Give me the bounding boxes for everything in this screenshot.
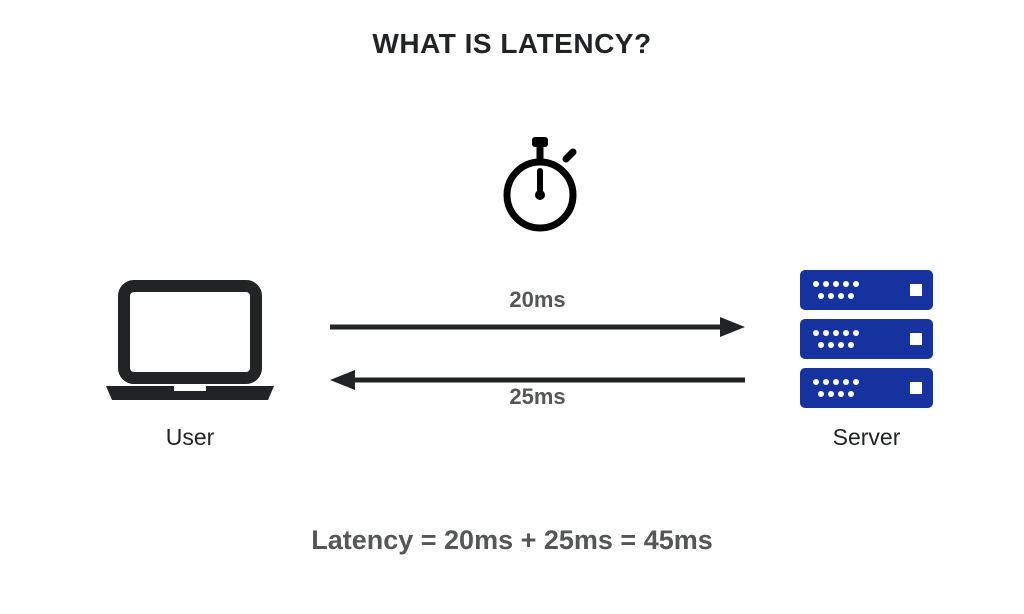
arrow-right-icon [330, 315, 745, 339]
latency-diagram: WHAT IS LATENCY? [0, 0, 1024, 614]
request-arrow-row: 20ms [330, 315, 745, 339]
user-label: User [100, 424, 280, 451]
server-label: Server [800, 424, 933, 451]
server-icon [800, 270, 933, 413]
laptop-icon [100, 278, 280, 413]
latency-equation: Latency = 20ms + 25ms = 45ms [0, 525, 1024, 556]
request-latency-label: 20ms [330, 287, 745, 313]
stopwatch-icon [498, 135, 582, 240]
response-arrow-row: 25ms [330, 368, 745, 392]
page-title: WHAT IS LATENCY? [0, 28, 1024, 60]
response-latency-label: 25ms [330, 384, 745, 410]
